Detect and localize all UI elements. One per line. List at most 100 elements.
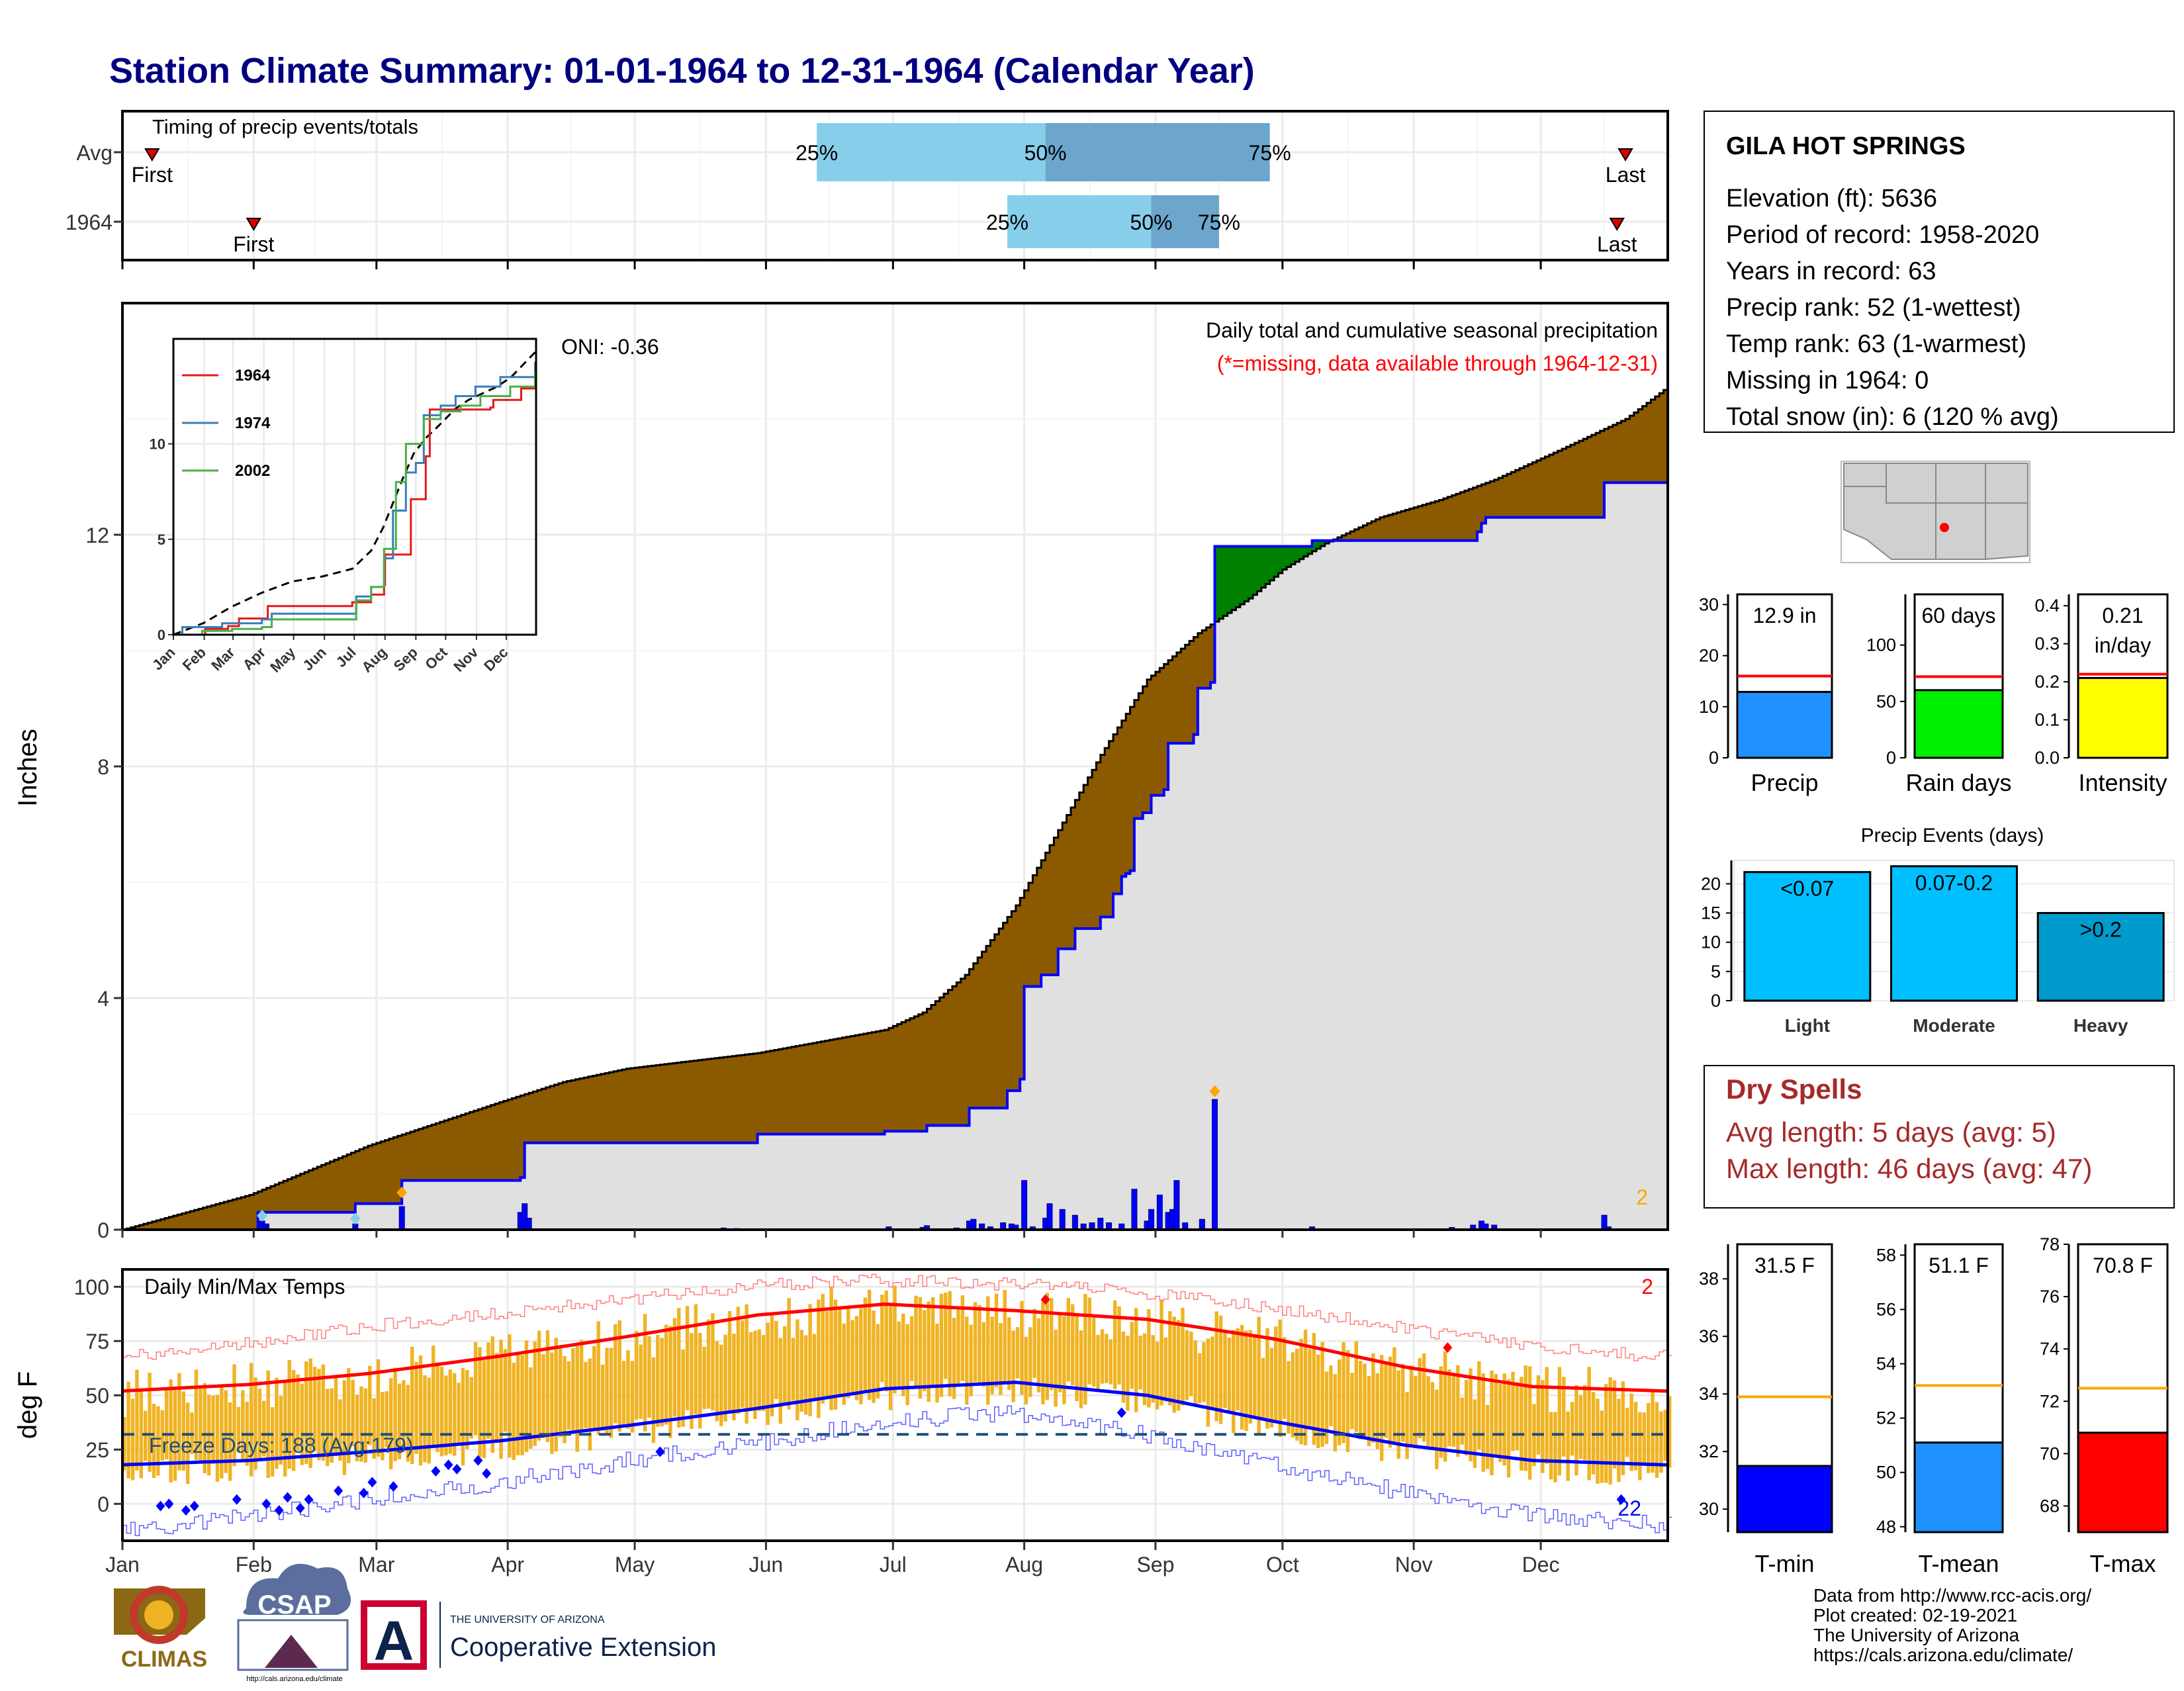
daily-temp-bar: [473, 1342, 478, 1436]
daily-temp-bar: [1024, 1336, 1028, 1404]
station-line-missing: Missing in 1964: 0: [1726, 367, 1929, 394]
record-low-count: 22: [1617, 1496, 1641, 1520]
daily-temp-bar: [1121, 1331, 1126, 1403]
events-y-tick-label: 15: [1701, 903, 1721, 923]
temp-y-tick-label: 75: [85, 1330, 109, 1353]
daily-temp-bar: [503, 1349, 508, 1432]
daily-temp-bar: [609, 1348, 614, 1438]
record-low-marker: [283, 1492, 293, 1503]
mini-panel-value-label: 60 days: [1921, 604, 1995, 627]
daily-temp-bar: [969, 1324, 973, 1396]
daily-temp-bar: [761, 1335, 766, 1411]
daily-temp-bar: [812, 1334, 817, 1400]
daily-temp-bar: [719, 1344, 723, 1426]
mini-panel-label: T-mean: [1918, 1550, 1999, 1577]
climas-logo: CLIMAS: [114, 1586, 207, 1672]
daily-temp-bar: [457, 1383, 461, 1444]
daily-temp-bar: [275, 1377, 279, 1469]
precip-title: Daily total and cumulative seasonal prec…: [1206, 318, 1658, 342]
timing-q25-label: 25%: [986, 210, 1028, 234]
daily-temp-bar: [418, 1355, 423, 1466]
daily-temp-bar: [715, 1341, 719, 1422]
precip-panel: 0 4 8 12 Inches Daily total and cumulative …: [13, 302, 1669, 1242]
temperature-panel: 0 25 50 75 100 deg F Daily Min/Max Temps Fre…: [13, 1268, 1672, 1542]
daily-temp-bar: [1316, 1354, 1320, 1448]
daily-temp-bar: [1244, 1330, 1248, 1432]
daily-temp-bar: [363, 1388, 368, 1463]
daily-temp-bar: [432, 1346, 435, 1447]
record-low-marker: [304, 1494, 314, 1505]
month-label: Nov: [1395, 1553, 1433, 1577]
daily-temp-bar: [927, 1301, 931, 1402]
daily-temp-bar: [173, 1389, 177, 1481]
record-low-marker: [295, 1502, 305, 1514]
daily-temp-bar: [1574, 1385, 1578, 1476]
daily-temp-bar: [884, 1291, 888, 1392]
daily-temp-bar: [1612, 1380, 1617, 1469]
daily-temp-bar: [1303, 1330, 1308, 1446]
record-low-marker: [388, 1481, 398, 1492]
daily-temp-bar: [537, 1330, 541, 1441]
mini-panel-y-tick-label: 32: [1699, 1441, 1719, 1461]
daily-temp-bar: [372, 1398, 376, 1459]
daily-temp-bar: [986, 1296, 990, 1405]
daily-temp-bar: [1350, 1373, 1354, 1430]
daily-temp-bar: [1257, 1316, 1261, 1434]
daily-temp-bar: [499, 1340, 503, 1459]
daily-temp-bar: [863, 1297, 867, 1391]
daily-temp-bar: [600, 1364, 605, 1431]
daily-temp-bar: [990, 1316, 994, 1394]
daily-temp-bar: [931, 1297, 935, 1389]
daily-temp-bar: [821, 1294, 825, 1404]
mini-panel-label: Rain days: [1905, 769, 2011, 796]
mini-panel-label: Intensity: [2078, 769, 2167, 796]
daily-temp-bar: [1392, 1347, 1396, 1443]
daily-temp-bar: [1405, 1392, 1409, 1459]
daily-temp-bar: [978, 1304, 981, 1383]
daily-temp-bar: [1371, 1353, 1375, 1443]
daily-temp-bar: [262, 1400, 266, 1457]
daily-temp-bar: [935, 1323, 939, 1403]
daily-temp-bar: [677, 1308, 681, 1428]
record-low-marker: [473, 1455, 483, 1466]
daily-temp-bar: [342, 1380, 347, 1475]
daily-temp-bar: [876, 1324, 880, 1398]
daily-temp-bar: [1469, 1368, 1473, 1461]
temp-y-tick-label: 0: [97, 1492, 109, 1516]
month-label: Feb: [236, 1553, 272, 1577]
daily-temp-bar: [126, 1381, 130, 1479]
daily-temp-bar: [1126, 1336, 1130, 1411]
daily-temp-bar: [181, 1391, 185, 1471]
daily-temp-bar: [452, 1373, 457, 1456]
daily-temp-bar: [1109, 1339, 1113, 1385]
daily-temp-bar: [1240, 1324, 1244, 1430]
station-line-period: Period of record: 1958-2020: [1726, 221, 2039, 249]
mini-panel-value-label: 31.5 F: [1754, 1254, 1815, 1277]
daily-temp-bar: [1502, 1373, 1506, 1466]
daily-temp-bar: [291, 1369, 296, 1471]
daily-temp-bar: [567, 1361, 571, 1430]
daily-temp-bar: [410, 1346, 414, 1465]
daily-temp-bar: [999, 1323, 1003, 1395]
daily-temp-bar: [1367, 1375, 1371, 1447]
temp-y-tick-label: 100: [74, 1275, 109, 1299]
daily-temp-bar: [1168, 1311, 1172, 1406]
record-min-line: [122, 1405, 1672, 1537]
daily-temp-bar: [1282, 1337, 1287, 1419]
daily-temp-bar: [516, 1353, 520, 1455]
last-event-label: Last: [1597, 232, 1637, 256]
daily-temp-bar: [423, 1375, 427, 1463]
mini-panel-y-tick-label: 50: [1876, 692, 1896, 711]
freeze-days-label: Freeze Days: 188 (Avg:179): [149, 1434, 414, 1457]
daily-temp-bar: [1342, 1342, 1345, 1443]
mini-panel-y-tick-label: 30: [1699, 1499, 1719, 1519]
totals-panels: 0 10 20 30 12.9 in Precip 0 50 100 60 days Rain da…: [1699, 593, 2169, 796]
daily-temp-bar: [1345, 1349, 1350, 1452]
daily-temp-bar: [791, 1338, 796, 1401]
daily-precip-bar: [1021, 1180, 1028, 1230]
daily-temp-bar: [1443, 1351, 1447, 1462]
daily-temp-bar: [1003, 1289, 1007, 1383]
timing-row-label: 1964: [66, 210, 113, 234]
mini-panel-y-tick-label: 54: [1876, 1354, 1896, 1374]
daily-temp-bar: [300, 1383, 304, 1465]
